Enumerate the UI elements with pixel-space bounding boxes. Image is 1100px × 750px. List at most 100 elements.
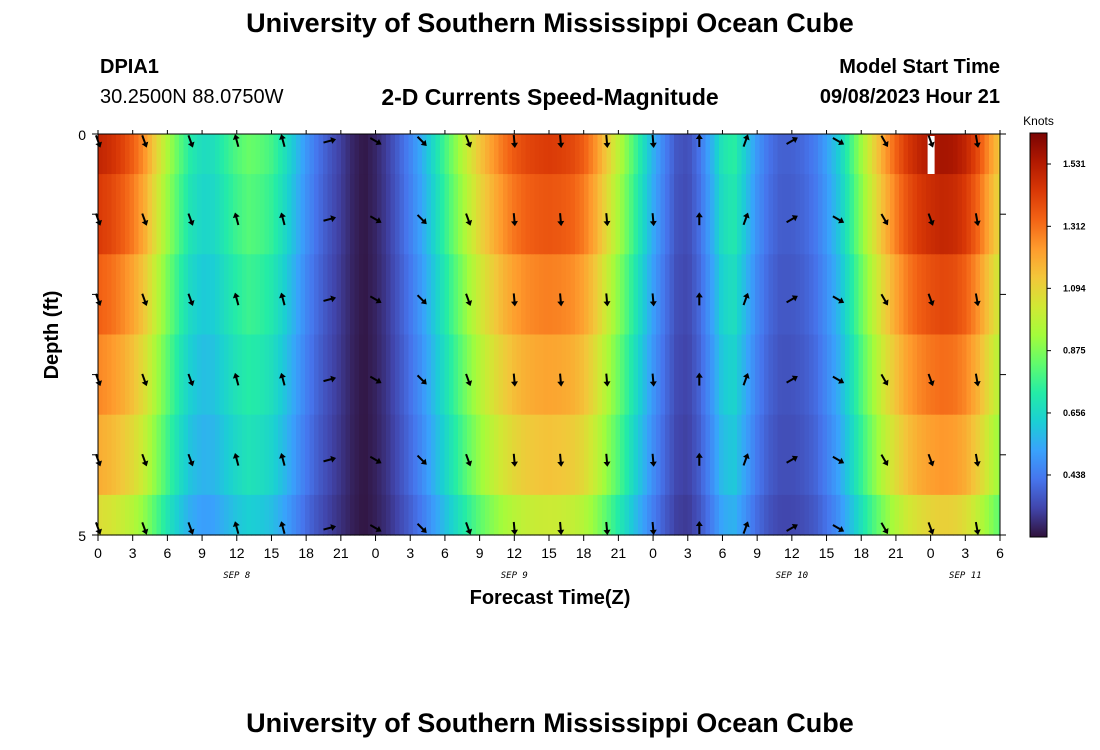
x-tick-label: 6 bbox=[441, 545, 449, 561]
heatmap-cell bbox=[161, 254, 167, 336]
heatmap-cell bbox=[521, 334, 527, 416]
heatmap-cell bbox=[629, 254, 635, 336]
heatmap-cell bbox=[971, 254, 977, 336]
heatmap-cell bbox=[813, 334, 819, 416]
heatmap-cell bbox=[359, 334, 365, 416]
heatmap-cell bbox=[557, 134, 563, 175]
heatmap-cell bbox=[152, 494, 158, 536]
heatmap-cell bbox=[345, 174, 351, 255]
heatmap-cell bbox=[584, 134, 590, 175]
heatmap-cell bbox=[651, 334, 657, 416]
heatmap-cell bbox=[624, 334, 630, 416]
vector-arrow bbox=[323, 295, 337, 303]
vector-arrow bbox=[369, 215, 382, 224]
vector-arrow bbox=[695, 134, 703, 147]
vector-arrow bbox=[742, 134, 750, 147]
heatmap-cell bbox=[737, 134, 743, 175]
heatmap-cell bbox=[858, 414, 864, 496]
heatmap-cell bbox=[552, 494, 558, 536]
heatmap-cell bbox=[386, 174, 392, 255]
heatmap-cell bbox=[975, 494, 981, 536]
heatmap-cell bbox=[579, 254, 585, 336]
heatmap-cell bbox=[903, 174, 909, 255]
heatmap-cell bbox=[957, 414, 963, 496]
heatmap-cell bbox=[998, 174, 1000, 255]
heatmap-cell bbox=[903, 254, 909, 336]
heatmap-cell bbox=[152, 334, 158, 416]
heatmap-cell bbox=[867, 414, 873, 496]
heatmap-cell bbox=[822, 334, 828, 416]
heatmap-cell bbox=[944, 334, 950, 416]
heatmap-cell bbox=[170, 414, 176, 496]
heatmap-cell bbox=[494, 414, 500, 496]
colorbar-tick-label: 0.875 bbox=[1063, 346, 1086, 356]
vector-arrow bbox=[279, 134, 286, 148]
heatmap-cell bbox=[809, 334, 815, 416]
heatmap-cell bbox=[723, 174, 729, 255]
heatmap-cell bbox=[980, 254, 986, 336]
heatmap-cell bbox=[381, 334, 387, 416]
vector-arrow bbox=[510, 134, 518, 148]
heatmap-cell bbox=[390, 134, 396, 175]
heatmap-cell bbox=[503, 134, 509, 175]
heatmap-cell bbox=[755, 174, 761, 255]
heatmap-cell bbox=[939, 414, 945, 496]
heatmap-cell bbox=[341, 494, 347, 536]
heatmap-cell bbox=[620, 134, 626, 175]
heatmap-cell bbox=[579, 494, 585, 536]
heatmap-cell bbox=[989, 134, 995, 175]
heatmap-cell bbox=[786, 334, 792, 416]
heatmap-cell bbox=[530, 254, 536, 336]
heatmap-cell bbox=[939, 254, 945, 336]
heatmap-cell bbox=[467, 134, 473, 175]
heatmap-cell bbox=[165, 174, 171, 255]
heatmap-cell bbox=[714, 134, 720, 175]
heatmap-cell bbox=[525, 174, 531, 255]
heatmap-cell bbox=[966, 414, 972, 496]
heatmap-cell bbox=[345, 494, 351, 536]
heatmap-cell bbox=[471, 414, 477, 496]
heatmap-cell bbox=[701, 174, 707, 255]
x-tick-label: 9 bbox=[476, 545, 484, 561]
heatmap-cell bbox=[467, 254, 473, 336]
heatmap-cell bbox=[894, 134, 900, 175]
heatmap-cell bbox=[647, 414, 653, 496]
heatmap-cell bbox=[336, 494, 342, 536]
heatmap-cell bbox=[764, 174, 770, 255]
heatmap-cell bbox=[804, 254, 810, 336]
vector-arrow bbox=[649, 373, 657, 387]
heatmap-cell bbox=[161, 334, 167, 416]
heatmap-cell bbox=[890, 254, 896, 336]
heatmap-cell bbox=[759, 134, 765, 175]
heatmap-cell bbox=[588, 174, 594, 255]
heatmap-cell bbox=[489, 174, 495, 255]
y-axis-title: Depth (ft) bbox=[41, 291, 63, 380]
heatmap-cell bbox=[318, 494, 324, 536]
heatmap-cell bbox=[291, 414, 297, 496]
heatmap-cell bbox=[993, 494, 999, 536]
heatmap-cell bbox=[750, 174, 756, 255]
heatmap-cell bbox=[336, 134, 342, 175]
heatmap-cell bbox=[399, 174, 405, 255]
heatmap-cell bbox=[836, 494, 842, 536]
heatmap-cell bbox=[179, 134, 185, 175]
heatmap-cell bbox=[408, 134, 414, 175]
heatmap-cell bbox=[174, 174, 180, 255]
heatmap-cell bbox=[210, 254, 216, 336]
heatmap-cell bbox=[170, 334, 176, 416]
heatmap-cell bbox=[750, 134, 756, 175]
vector-arrow bbox=[279, 453, 286, 466]
heatmap-cell bbox=[710, 174, 716, 255]
heatmap-cell bbox=[642, 494, 648, 536]
heatmap-cell bbox=[453, 494, 459, 536]
heatmap-cell bbox=[543, 134, 549, 175]
heatmap-cell bbox=[575, 414, 581, 496]
heatmap-cell bbox=[836, 334, 842, 416]
heatmap-cell bbox=[800, 494, 806, 536]
heatmap-cell bbox=[584, 174, 590, 255]
heatmap-cell bbox=[201, 494, 207, 536]
heatmap-cell bbox=[381, 414, 387, 496]
x-tick-label: 18 bbox=[576, 545, 592, 561]
heatmap-cell bbox=[611, 334, 617, 416]
heatmap-cell bbox=[408, 334, 414, 416]
